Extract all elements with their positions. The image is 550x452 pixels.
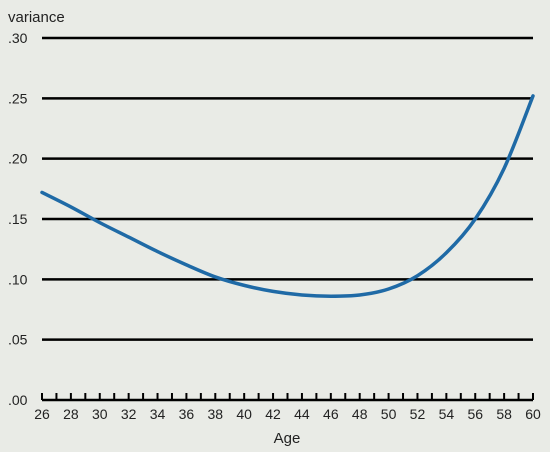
x-axis [41,393,534,402]
x-tick-labels: 26 28 30 32 34 36 38 40 42 44 46 48 50 52 54 56 58 60 [34,406,541,422]
x-tick-label: 36 [179,406,195,422]
x-tick-label: 32 [121,406,137,422]
x-tick-label: 48 [352,406,368,422]
y-tick-label: .00 [8,392,28,408]
y-tick-label: .25 [8,90,28,106]
y-tick-label: .15 [8,211,28,227]
x-tick-label: 28 [63,406,79,422]
x-tick-label: 52 [410,406,426,422]
x-tick-label: 46 [323,406,339,422]
y-tick-labels: .00 .05 .10 .15 .20 .25 .30 [8,30,28,408]
x-tick-label: 60 [525,406,541,422]
y-tick-label: .10 [8,271,28,287]
series-layer [40,94,535,298]
gridlines [42,36,533,341]
x-tick-label: 42 [265,406,281,422]
x-tick-label: 38 [208,406,224,422]
y-axis-title: variance [8,9,65,26]
x-tick-label: 54 [439,406,455,422]
x-tick-label: 58 [496,406,512,422]
x-tick-label: 40 [236,406,252,422]
y-tick-label: .05 [8,332,28,348]
x-tick-label: 50 [381,406,397,422]
y-tick-label: .20 [8,151,28,167]
x-tick-label: 30 [92,406,108,422]
x-tick-label: 56 [467,406,483,422]
x-axis-title: Age [274,430,301,447]
series-line [40,94,535,298]
y-tick-label: .30 [8,30,28,46]
x-tick-label: 44 [294,406,310,422]
x-tick-label: 34 [150,406,166,422]
x-tick-label: 26 [34,406,50,422]
